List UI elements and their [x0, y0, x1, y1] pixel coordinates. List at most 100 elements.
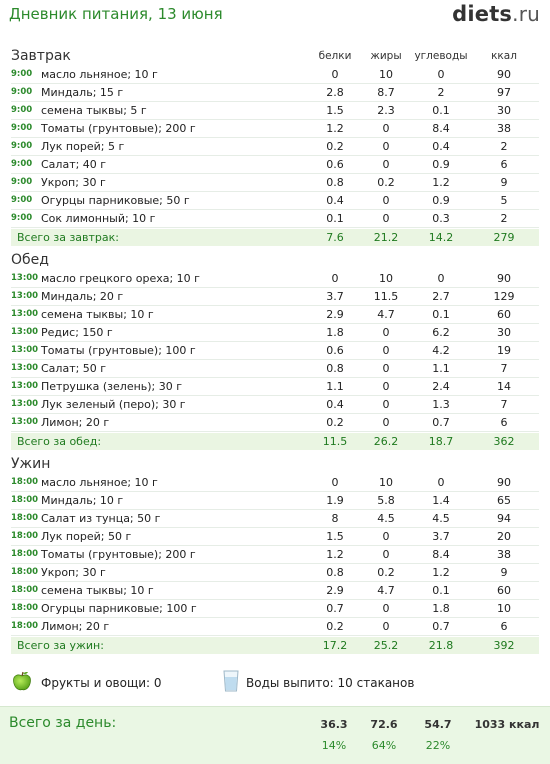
food-name[interactable]: Миндаль; 15 г: [41, 86, 124, 99]
food-name[interactable]: Лук зеленый (перо); 30 г: [41, 398, 186, 411]
food-row[interactable]: 18:00 Лимон; 20 г 0.2 0 0.7 6: [11, 618, 539, 636]
food-protein: 1.9: [326, 494, 344, 507]
meal-total-label: Всего за обед:: [17, 435, 102, 448]
food-row[interactable]: 9:00 Огурцы парниковые; 50 г 0.4 0 0.9 5: [11, 192, 539, 210]
food-kcal: 2: [500, 212, 508, 225]
food-row[interactable]: 13:00 Лук зеленый (перо); 30 г 0.4 0 1.3 7: [11, 396, 539, 414]
food-row[interactable]: 18:00 Укроп; 30 г 0.8 0.2 1.2 9: [11, 564, 539, 582]
food-name[interactable]: Салат; 50 г: [41, 362, 107, 375]
food-row[interactable]: 18:00 Томаты (грунтовые); 200 г 1.2 0 8.4 38: [11, 546, 539, 564]
food-row[interactable]: 9:00 Томаты (грунтовые); 200 г 1.2 0 8.4 38: [11, 120, 539, 138]
food-kcal: 9: [500, 566, 508, 579]
food-name[interactable]: Редис; 150 г: [41, 326, 113, 339]
food-row[interactable]: 9:00 Сок лимонный; 10 г 0.1 0 0.3 2: [11, 210, 539, 228]
food-name[interactable]: масло льняное; 10 г: [41, 476, 158, 489]
food-fat: 4.7: [377, 584, 395, 597]
food-row[interactable]: 9:00 Миндаль; 15 г 2.8 8.7 2 97: [11, 84, 539, 102]
food-fat: 0: [382, 602, 390, 615]
food-protein: 0.4: [326, 398, 344, 411]
food-carbs: 0: [437, 272, 445, 285]
food-name[interactable]: Укроп; 30 г: [41, 176, 106, 189]
site-logo[interactable]: diets.ru: [452, 2, 540, 26]
food-carbs: 0.9: [432, 158, 450, 171]
food-name[interactable]: Томаты (грунтовые); 200 г: [41, 122, 196, 135]
meal-total-fat: 25.2: [373, 639, 399, 652]
food-carbs: 1.4: [432, 494, 450, 507]
food-name[interactable]: масло льняное; 10 г: [41, 68, 158, 81]
food-row[interactable]: 13:00 Салат; 50 г 0.8 0 1.1 7: [11, 360, 539, 378]
food-protein: 8: [331, 512, 339, 525]
food-name[interactable]: Лимон; 20 г: [41, 416, 110, 429]
food-time: 18:00: [11, 549, 39, 559]
food-row[interactable]: 9:00 Укроп; 30 г 0.8 0.2 1.2 9: [11, 174, 539, 192]
food-row[interactable]: 13:00 Лимон; 20 г 0.2 0 0.7 6: [11, 414, 539, 432]
food-row[interactable]: 18:00 Миндаль; 10 г 1.9 5.8 1.4 65: [11, 492, 539, 510]
meal-total-label: Всего за ужин:: [17, 639, 104, 652]
food-name[interactable]: Миндаль; 10 г: [41, 494, 124, 507]
food-name[interactable]: Лук порей; 5 г: [41, 140, 125, 153]
food-name[interactable]: Лук порей; 50 г: [41, 530, 132, 543]
food-name[interactable]: Петрушка (зелень); 30 г: [41, 380, 183, 393]
food-kcal: 19: [497, 344, 511, 357]
food-kcal: 30: [497, 104, 511, 117]
day-total-kcal: 1033 ккал: [474, 718, 540, 731]
food-row[interactable]: 13:00 Петрушка (зелень); 30 г 1.1 0 2.4 14: [11, 378, 539, 396]
food-name[interactable]: Миндаль; 20 г: [41, 290, 124, 303]
food-time: 18:00: [11, 603, 39, 613]
food-name[interactable]: Сок лимонный; 10 г: [41, 212, 156, 225]
food-fat: 0: [382, 122, 390, 135]
food-row[interactable]: 18:00 Огурцы парниковые; 100 г 0.7 0 1.8 10: [11, 600, 539, 618]
food-name[interactable]: семена тыквы; 10 г: [41, 308, 154, 321]
food-row[interactable]: 13:00 Редис; 150 г 1.8 0 6.2 30: [11, 324, 539, 342]
food-row[interactable]: 18:00 масло льняное; 10 г 0 10 0 90: [11, 474, 539, 492]
food-fat: 0: [382, 344, 390, 357]
food-fat: 0: [382, 362, 390, 375]
food-row[interactable]: 13:00 Миндаль; 20 г 3.7 11.5 2.7 129: [11, 288, 539, 306]
food-fat: 0: [382, 416, 390, 429]
food-row[interactable]: 9:00 Лук порей; 5 г 0.2 0 0.4 2: [11, 138, 539, 156]
food-protein: 1.5: [326, 104, 344, 117]
food-name[interactable]: Лимон; 20 г: [41, 620, 110, 633]
food-row[interactable]: 13:00 Томаты (грунтовые); 100 г 0.6 0 4.2 19: [11, 342, 539, 360]
food-fat: 2.3: [377, 104, 395, 117]
food-name[interactable]: масло грецкого ореха; 10 г: [41, 272, 200, 285]
food-kcal: 20: [497, 530, 511, 543]
food-row[interactable]: 9:00 Салат; 40 г 0.6 0 0.9 6: [11, 156, 539, 174]
food-kcal: 6: [500, 620, 508, 633]
food-protein: 1.2: [326, 548, 344, 561]
food-carbs: 3.7: [432, 530, 450, 543]
column-carbs-header: углеводы: [414, 50, 468, 62]
food-kcal: 2: [500, 140, 508, 153]
food-row[interactable]: 9:00 масло льняное; 10 г 0 10 0 90: [11, 66, 539, 84]
food-name[interactable]: Огурцы парниковые; 50 г: [41, 194, 190, 207]
meal-total-protein: 17.2: [322, 639, 348, 652]
food-name[interactable]: семена тыквы; 5 г: [41, 104, 147, 117]
food-row[interactable]: 18:00 Лук порей; 50 г 1.5 0 3.7 20: [11, 528, 539, 546]
food-name[interactable]: семена тыквы; 10 г: [41, 584, 154, 597]
food-name[interactable]: Огурцы парниковые; 100 г: [41, 602, 197, 615]
food-time: 13:00: [11, 345, 39, 355]
food-kcal: 7: [500, 362, 508, 375]
food-name[interactable]: Салат из тунца; 50 г: [41, 512, 161, 525]
food-time: 13:00: [11, 417, 39, 427]
food-time: 18:00: [11, 567, 39, 577]
food-protein: 0.2: [326, 620, 344, 633]
food-name[interactable]: Салат; 40 г: [41, 158, 107, 171]
food-name[interactable]: Укроп; 30 г: [41, 566, 106, 579]
meal-total-row: Всего за завтрак: 7.6 21.2 14.2 279: [11, 229, 539, 246]
meal-total-kcal: 279: [493, 231, 515, 244]
food-carbs: 1.1: [432, 362, 450, 375]
apple-icon: [13, 671, 31, 691]
food-name[interactable]: Томаты (грунтовые); 100 г: [41, 344, 196, 357]
food-carbs: 2: [437, 86, 445, 99]
food-row[interactable]: 18:00 семена тыквы; 10 г 2.9 4.7 0.1 60: [11, 582, 539, 600]
food-row[interactable]: 13:00 масло грецкого ореха; 10 г 0 10 0 90: [11, 270, 539, 288]
food-row[interactable]: 13:00 семена тыквы; 10 г 2.9 4.7 0.1 60: [11, 306, 539, 324]
meal-total-kcal: 392: [493, 639, 515, 652]
food-name[interactable]: Томаты (грунтовые); 200 г: [41, 548, 196, 561]
food-carbs: 1.2: [432, 176, 450, 189]
food-row[interactable]: 9:00 семена тыквы; 5 г 1.5 2.3 0.1 30: [11, 102, 539, 120]
food-row[interactable]: 18:00 Салат из тунца; 50 г 8 4.5 4.5 94: [11, 510, 539, 528]
food-kcal: 60: [497, 308, 511, 321]
food-protein: 0.4: [326, 194, 344, 207]
